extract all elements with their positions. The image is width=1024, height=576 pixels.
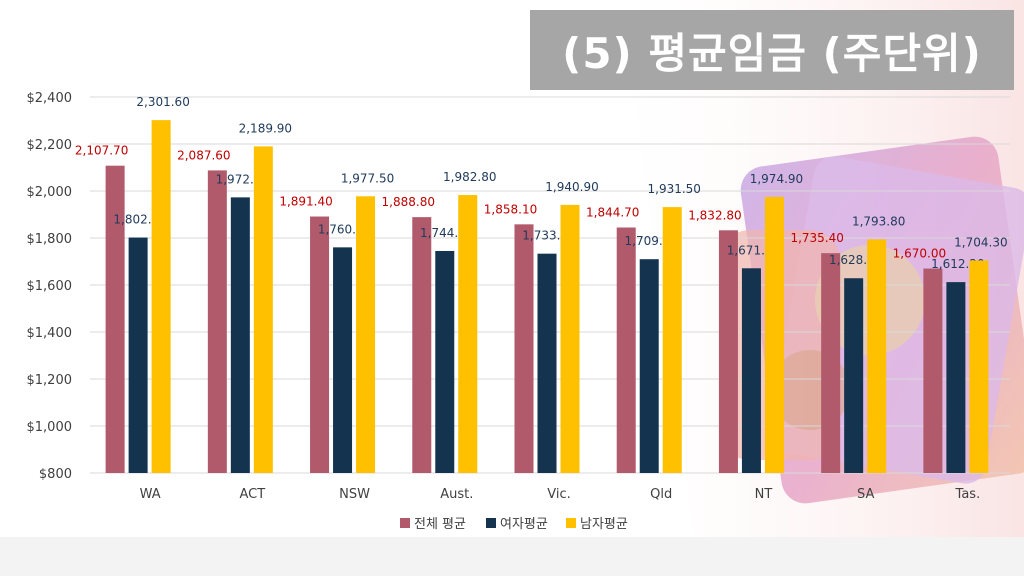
bar (821, 253, 841, 473)
bar (764, 196, 784, 473)
data-label: 2,087.60 (177, 148, 230, 162)
bar (412, 217, 432, 473)
bar (560, 204, 580, 474)
legend-label: 남자평균 (580, 517, 628, 532)
data-label: 1,670.00 (893, 247, 946, 261)
data-label: 1,735.40 (790, 231, 843, 245)
bar (639, 259, 659, 473)
data-label: 2,301.60 (136, 95, 189, 109)
legend-label: 여자평균 (500, 517, 548, 532)
legend-swatch (566, 518, 576, 528)
x-tick-label: Aust. (440, 487, 473, 502)
data-label: 1,832.80 (688, 208, 741, 222)
y-tick-label: $1,200 (27, 373, 73, 388)
x-tick-label: NSW (339, 487, 370, 502)
data-label: 1,858.10 (484, 202, 537, 216)
y-tick-label: $800 (39, 467, 72, 482)
y-tick-label: $1,600 (27, 279, 73, 294)
bar (537, 253, 557, 473)
data-label: 2,107.70 (75, 144, 128, 158)
y-tick-label: $2,200 (27, 138, 73, 153)
bottom-band (0, 537, 1024, 576)
x-tick-label: NT (755, 487, 773, 502)
bar (946, 282, 966, 473)
bar (969, 260, 989, 473)
bar (458, 195, 478, 474)
y-tick-label: $2,000 (27, 185, 73, 200)
bar (310, 216, 330, 473)
data-label: 1,793.80 (852, 214, 905, 228)
data-label: 1,704.30 (954, 235, 1007, 249)
y-tick-label: $1,800 (27, 232, 73, 247)
bar (105, 165, 125, 474)
x-tick-label: Qld (650, 487, 672, 502)
data-label: 1,974.90 (750, 172, 803, 186)
bar (230, 197, 250, 473)
data-label: 1,977.50 (341, 171, 394, 185)
x-tick-label: Tas. (955, 487, 981, 502)
x-tick-label: WA (140, 487, 161, 502)
data-label: 1,940.90 (545, 180, 598, 194)
y-tick-label: $1,000 (27, 420, 73, 435)
data-label: 1,982.80 (443, 170, 496, 184)
bar (718, 230, 738, 473)
data-label: 1,888.80 (382, 195, 435, 209)
bar (333, 247, 353, 473)
data-label: 2,189.90 (239, 121, 292, 135)
bar (844, 278, 864, 473)
bar (662, 207, 682, 473)
legend-label: 전체 평균 (414, 517, 466, 532)
data-label: 1,931.50 (648, 182, 701, 196)
data-label: 1,891.40 (279, 195, 332, 209)
data-label: 1,844.70 (586, 205, 639, 219)
bar (207, 170, 227, 473)
bar (151, 120, 171, 474)
x-tick-label: Vic. (547, 487, 571, 502)
bar (514, 224, 534, 473)
bar (253, 146, 273, 473)
legend-swatch (400, 518, 410, 528)
slide-title: (5) 평균임금 (주단위) (530, 10, 1014, 90)
x-tick-label: SA (857, 487, 874, 502)
x-tick-label: ACT (239, 487, 265, 502)
bar (867, 239, 887, 473)
bar (616, 227, 636, 473)
bar (435, 250, 455, 473)
legend-swatch (486, 518, 496, 528)
y-tick-label: $2,400 (27, 91, 73, 106)
bar (923, 268, 943, 473)
bar (356, 196, 376, 473)
y-tick-label: $1,400 (27, 326, 73, 341)
bar (128, 237, 148, 473)
bar (741, 268, 761, 473)
